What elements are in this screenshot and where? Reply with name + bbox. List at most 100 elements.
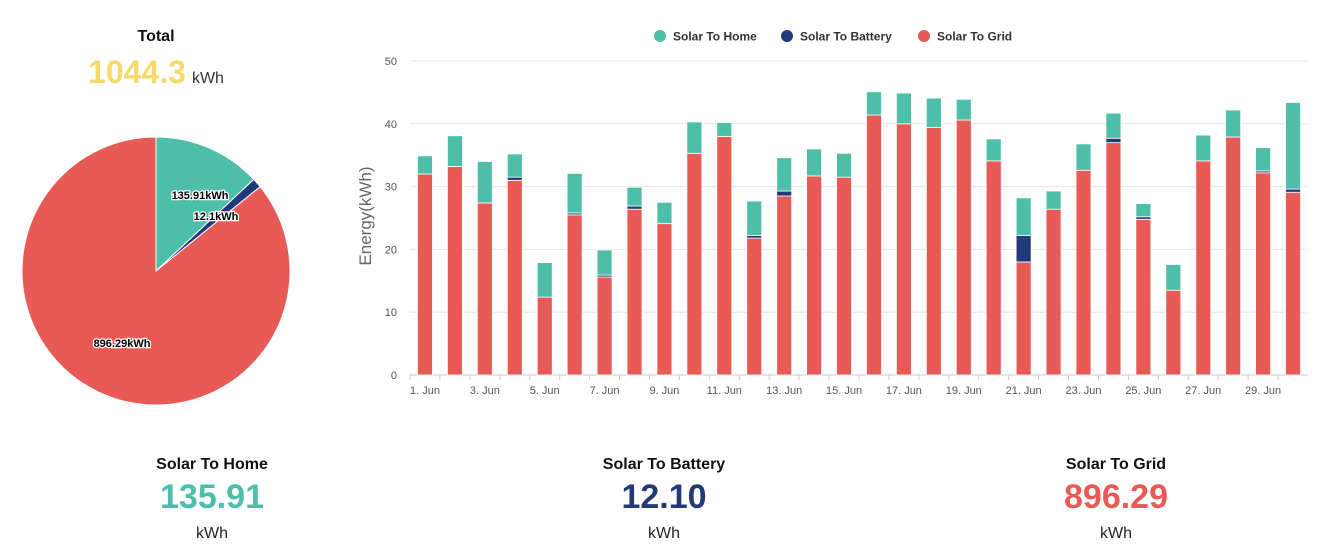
bar-solar-to-grid[interactable] [1135,218,1152,376]
bar-solar-to-grid[interactable] [925,127,942,376]
total-unit: kWh [191,70,224,87]
bar-solar-to-battery[interactable] [1285,188,1301,193]
bar-solar-to-battery[interactable] [626,205,643,210]
legend-marker [654,30,666,42]
total-readout: 1044.3 kWh [0,54,312,91]
bar-solar-to-grid[interactable] [746,237,763,376]
bar-solar-to-home[interactable] [1075,143,1092,171]
bar-solar-to-grid[interactable] [506,179,523,376]
x-tick-label: 5. Jun [530,385,560,397]
bar-solar-to-home[interactable] [716,122,733,137]
bar-solar-to-home[interactable] [806,148,823,177]
pie-data-label: 12.1kWh [194,211,239,223]
legend-label: Solar To Grid [937,30,1012,44]
bar-solar-to-grid[interactable] [1045,208,1062,376]
pie-data-label: 135.91kWh [172,190,229,202]
bar-solar-to-home[interactable] [536,262,553,298]
summary-solar-to-battery: Solar To Battery 12.10 kWh [514,456,814,543]
bar-solar-to-battery[interactable] [1015,235,1032,263]
bar-solar-to-grid[interactable] [896,123,912,376]
bar-solar-to-home[interactable] [686,121,703,154]
bar-solar-to-grid[interactable] [566,214,583,376]
legend-label: Solar To Battery [800,30,892,44]
y-tick-label: 30 [385,182,397,194]
bar-solar-to-home[interactable] [1225,109,1242,138]
x-tick-label: 19. Jun [946,385,982,397]
bar-solar-to-grid[interactable] [476,202,493,376]
legend-label: Solar To Home [673,30,757,44]
bar-solar-to-grid[interactable] [985,160,1002,376]
pie-chart: 135.91kWh 12.1kWh 896.29kWh [21,136,291,406]
x-tick-label: 1. Jun [410,385,440,397]
bar-solar-to-home[interactable] [1045,190,1062,210]
y-tick-label: 20 [385,244,397,256]
bar-solar-to-home[interactable] [1195,134,1212,162]
total-title: Total [137,28,175,45]
bar-solar-to-home[interactable] [476,161,493,204]
bar-solar-to-home[interactable] [417,155,433,175]
y-tick-label: 50 [385,56,397,68]
bar-solar-to-grid[interactable] [417,173,433,376]
bar-solar-to-grid[interactable] [536,296,553,376]
bar-solar-to-home[interactable] [506,153,523,178]
bar-solar-to-battery[interactable] [776,190,793,197]
summary-value: 12.10 [621,478,707,516]
bar-solar-to-grid[interactable] [1255,172,1271,376]
pie-slice-solar-to-grid[interactable] [21,136,291,406]
bar-solar-to-grid[interactable] [596,276,613,376]
bar-solar-to-battery[interactable] [506,176,523,181]
summary-unit: kWh [196,525,228,542]
bar-solar-to-grid[interactable] [1225,136,1242,376]
bar-solar-to-grid[interactable] [1105,142,1122,376]
total-value: 1044.3 [88,54,186,90]
x-tick-label: 9. Jun [649,385,679,397]
x-tick-label: 13. Jun [766,385,802,397]
bar-solar-to-home[interactable] [1285,102,1301,190]
bar-solar-to-home[interactable] [596,249,613,276]
legend-item-solar-to-battery[interactable]: Solar To Battery [781,30,892,44]
bar-solar-to-grid[interactable] [1015,261,1032,376]
bar-solar-to-grid[interactable] [866,114,882,376]
legend-item-solar-to-home[interactable]: Solar To Home [654,30,757,44]
summary-solar-to-grid: Solar To Grid 896.29 kWh [966,456,1266,543]
bar-solar-to-grid[interactable] [686,152,703,376]
x-tick-label: 17. Jun [886,385,922,397]
bar-solar-to-grid[interactable] [1285,191,1301,376]
bar-solar-to-home[interactable] [746,200,763,236]
bar-solar-to-grid[interactable] [1165,289,1182,376]
bar-solar-to-grid[interactable] [716,135,733,376]
bar-solar-to-home[interactable] [836,152,852,178]
pie-slice-solar-to-home[interactable] [155,136,255,273]
bar-solar-to-home[interactable] [626,186,643,207]
bar-solar-to-home[interactable] [985,138,1002,162]
legend-item-solar-to-grid[interactable]: Solar To Grid [918,30,1012,44]
bar-solar-to-home[interactable] [1165,264,1182,291]
x-tick-label: 7. Jun [590,385,620,397]
bar-solar-to-grid[interactable] [806,175,823,376]
bar-solar-to-home[interactable] [1255,147,1271,172]
bar-solar-to-home[interactable] [955,98,972,121]
bar-solar-to-home[interactable] [1105,112,1122,139]
bar-solar-to-grid[interactable] [626,208,643,376]
summary-title: Solar To Grid [1065,456,1167,473]
bar-solar-to-home[interactable] [566,173,583,214]
x-tick-label: 3. Jun [470,385,500,397]
bar-solar-to-grid[interactable] [776,195,793,376]
y-axis-title: Energy(kWh) [356,166,375,265]
bar-solar-to-grid[interactable] [836,176,852,376]
bar-solar-to-home[interactable] [776,157,793,192]
bar-solar-to-grid[interactable] [447,166,463,376]
bar-solar-to-battery[interactable] [1105,137,1122,144]
bar-solar-to-home[interactable] [1135,203,1152,218]
summary-unit: kWh [1100,525,1132,542]
bar-solar-to-grid[interactable] [1075,169,1092,376]
bar-solar-to-grid[interactable] [955,119,972,376]
bar-solar-to-home[interactable] [447,135,463,167]
bar-solar-to-grid[interactable] [1195,160,1212,376]
bar-solar-to-grid[interactable] [656,223,673,376]
bar-solar-to-home[interactable] [656,201,673,225]
bar-solar-to-home[interactable] [866,91,882,116]
bar-solar-to-home[interactable] [925,97,942,128]
bar-solar-to-home[interactable] [896,92,912,125]
bar-solar-to-home[interactable] [1015,197,1032,236]
